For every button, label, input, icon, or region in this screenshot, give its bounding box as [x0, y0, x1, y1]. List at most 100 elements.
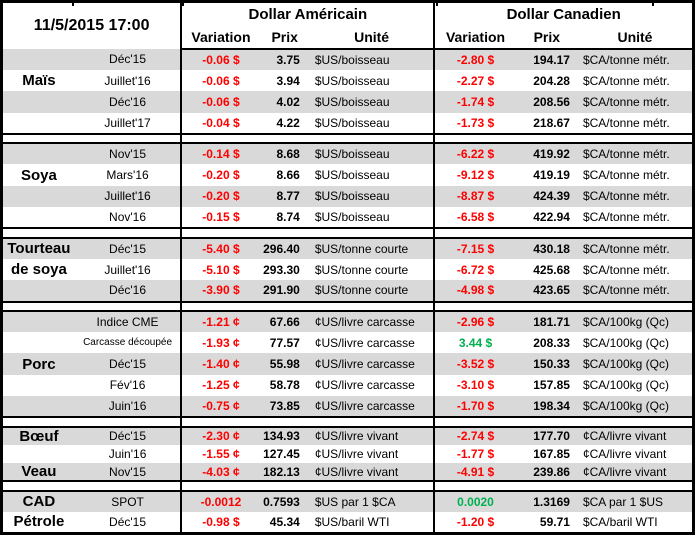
- ca-variation-value: -2.27 $: [433, 69, 516, 92]
- block-separator: [1, 132, 694, 145]
- grid-tick: [652, 0, 654, 6]
- us-price-value: 4.02: [276, 94, 300, 109]
- ca-unit-label: $CA/tonne métr.: [582, 73, 670, 88]
- us-unit-label: $US/boisseau: [314, 168, 390, 183]
- ca-variation-header: Variation: [433, 26, 516, 50]
- us-price-value: 8.68: [276, 147, 300, 162]
- us-price-value: 73.85: [269, 399, 300, 414]
- ca-price-value: 419.19: [533, 168, 570, 183]
- ca-price-value: 208.56: [533, 94, 570, 109]
- us-variation-value: -1.93 ¢: [180, 332, 260, 354]
- separator-cell: [180, 416, 435, 428]
- us-price-value: 127.45: [263, 447, 300, 461]
- us-unit-label: $US/boisseau: [314, 115, 390, 130]
- price-row: Fév'16 -1.25 ¢ 58.78 ¢US/livre carcasse -3.1…: [2, 374, 694, 397]
- separator-cell: [1, 300, 182, 312]
- ca-price-value: 218.67: [533, 115, 570, 130]
- us-unit-label: $US/boisseau: [314, 73, 390, 88]
- price-row: Juillet'17 -0.04 $ 4.22 $US/boisseau -1.73 $…: [2, 112, 694, 134]
- separator-cell: [433, 227, 694, 239]
- ca-price-value: 204.28: [533, 73, 570, 88]
- us-price-value: 77.57: [269, 335, 300, 350]
- ca-price-value: 423.65: [533, 283, 570, 298]
- ca-variation-value: -1.74 $: [433, 91, 516, 113]
- contract-month: SPOT: [111, 494, 144, 509]
- contract-month: Nov'15: [109, 147, 147, 162]
- us-price-value: 55.98: [269, 357, 300, 372]
- commodity-label: [2, 143, 75, 164]
- us-price-value: 291.90: [263, 283, 300, 298]
- us-unit-label: $US/tonne courte: [314, 283, 409, 298]
- price-row: Déc'16 -0.06 $ 4.02 $US/boisseau -1.74 $ 208.…: [1, 91, 694, 113]
- ca-variation-value: -6.58 $: [433, 207, 516, 229]
- ca-variation-value: 0.0020: [433, 490, 516, 512]
- us-unit-label: ¢US/livre vivant: [314, 429, 399, 444]
- price-row: de soya Juillet'16 -5.10 $293.30 $US/tonne …: [2, 258, 694, 281]
- contract-month: Déc'15: [109, 241, 147, 256]
- us-unit-label: $US/boisseau: [314, 94, 390, 109]
- us-unit-label: $US/tonne courte: [314, 262, 409, 277]
- us-unit-label: $US/baril WTI: [314, 514, 390, 529]
- us-dollar-group-header: Dollar Américain: [180, 1, 435, 27]
- us-price-value: 8.66: [276, 168, 300, 183]
- ca-price-value: 198.34: [533, 399, 570, 414]
- us-unit-label: ¢US/livre vivant: [314, 464, 399, 479]
- ca-unit-label: $CA/tonne métr.: [582, 262, 670, 277]
- separator-cell: [433, 300, 694, 312]
- us-price-value: 3.75: [276, 52, 300, 67]
- us-price-value: 0.7593: [263, 494, 300, 509]
- commodity-label: [2, 91, 75, 112]
- ca-price-value: 422.94: [533, 210, 570, 225]
- contract-month: Fév'16: [109, 378, 146, 393]
- us-unit-label: $US/boisseau: [314, 210, 390, 225]
- block-separator: [1, 227, 694, 239]
- ca-unit-label: $CA/tonne métr.: [582, 147, 670, 162]
- ca-unit-label: ¢CA/livre vivant: [582, 429, 667, 444]
- separator-cell: [433, 416, 694, 428]
- contract-month: Déc'15: [109, 429, 147, 444]
- us-price-value: 182.13: [263, 464, 300, 479]
- us-variation-value: -0.75 ¢: [180, 396, 260, 418]
- price-row: Déc'15 -0.06 $ 3.75 $US/boisseau -2.80 $ 194.…: [1, 48, 694, 70]
- contract-month: Mars'16: [106, 168, 149, 183]
- ca-price-value: 177.70: [533, 429, 570, 444]
- contract-month: Déc'15: [109, 52, 147, 67]
- us-unit-label: ¢US/livre carcasse: [314, 335, 415, 350]
- ca-dollar-group-header: Dollar Canadien: [433, 1, 694, 27]
- ca-variation-value: -7.15 $: [433, 237, 516, 259]
- us-variation-value: -0.20 $: [180, 185, 260, 208]
- us-unit-label: ¢US/livre carcasse: [314, 357, 415, 372]
- us-variation-value: -1.25 ¢: [180, 374, 260, 397]
- commodity-label: Tourteau: [7, 240, 71, 258]
- ca-variation-value: -2.80 $: [433, 48, 516, 70]
- ca-unit-label: $CA/100kg (Qc): [582, 399, 669, 414]
- us-variation-value: -5.10 $: [180, 258, 260, 281]
- us-variation-value: -0.06 $: [180, 69, 260, 92]
- ca-price-value: 424.39: [533, 189, 570, 204]
- us-variation-value: -5.40 $: [180, 237, 260, 259]
- ca-unit-label: $CA/tonne métr.: [582, 168, 670, 183]
- price-row: Pétrole Déc'15 -0.98 $ 45.34 $US/baril WTI -1…: [2, 511, 694, 534]
- separator-cell: [433, 132, 694, 145]
- price-row: Soya Mars'16 -0.20 $ 8.66 $US/boisseau -9.12 …: [2, 164, 694, 186]
- ca-price-value: 239.86: [533, 464, 570, 479]
- grid-tick: [436, 0, 438, 6]
- ca-variation-value: -1.20 $: [433, 511, 516, 534]
- us-price-value: 58.78: [269, 378, 300, 393]
- contract-month: Nov'16: [109, 210, 147, 225]
- ca-unite-header: Unité: [577, 26, 694, 50]
- us-variation-value: -4.03 ¢: [180, 463, 260, 482]
- ca-price-value: 157.85: [533, 378, 570, 393]
- commodity-label: [2, 113, 75, 134]
- ca-variation-value: -4.91 $: [433, 463, 516, 482]
- commodity-label: [2, 186, 75, 207]
- contract-month: Juin'16: [108, 399, 147, 414]
- us-variation-value: -0.06 $: [180, 91, 260, 113]
- ca-unit-label: $CA/100kg (Qc): [582, 314, 669, 329]
- ca-unit-label: $CA/tonne métr.: [582, 94, 670, 109]
- price-row: Carcasse découpée -1.93 ¢ 77.57 ¢US/livre c…: [2, 332, 694, 354]
- us-price-value: 134.93: [263, 429, 300, 444]
- ca-prix-header: Prix: [515, 26, 578, 50]
- price-row: Juin'16 -1.55 ¢ 127.45 ¢US/livre vivant -1.7…: [2, 444, 694, 464]
- ca-price-value: 194.17: [533, 52, 570, 67]
